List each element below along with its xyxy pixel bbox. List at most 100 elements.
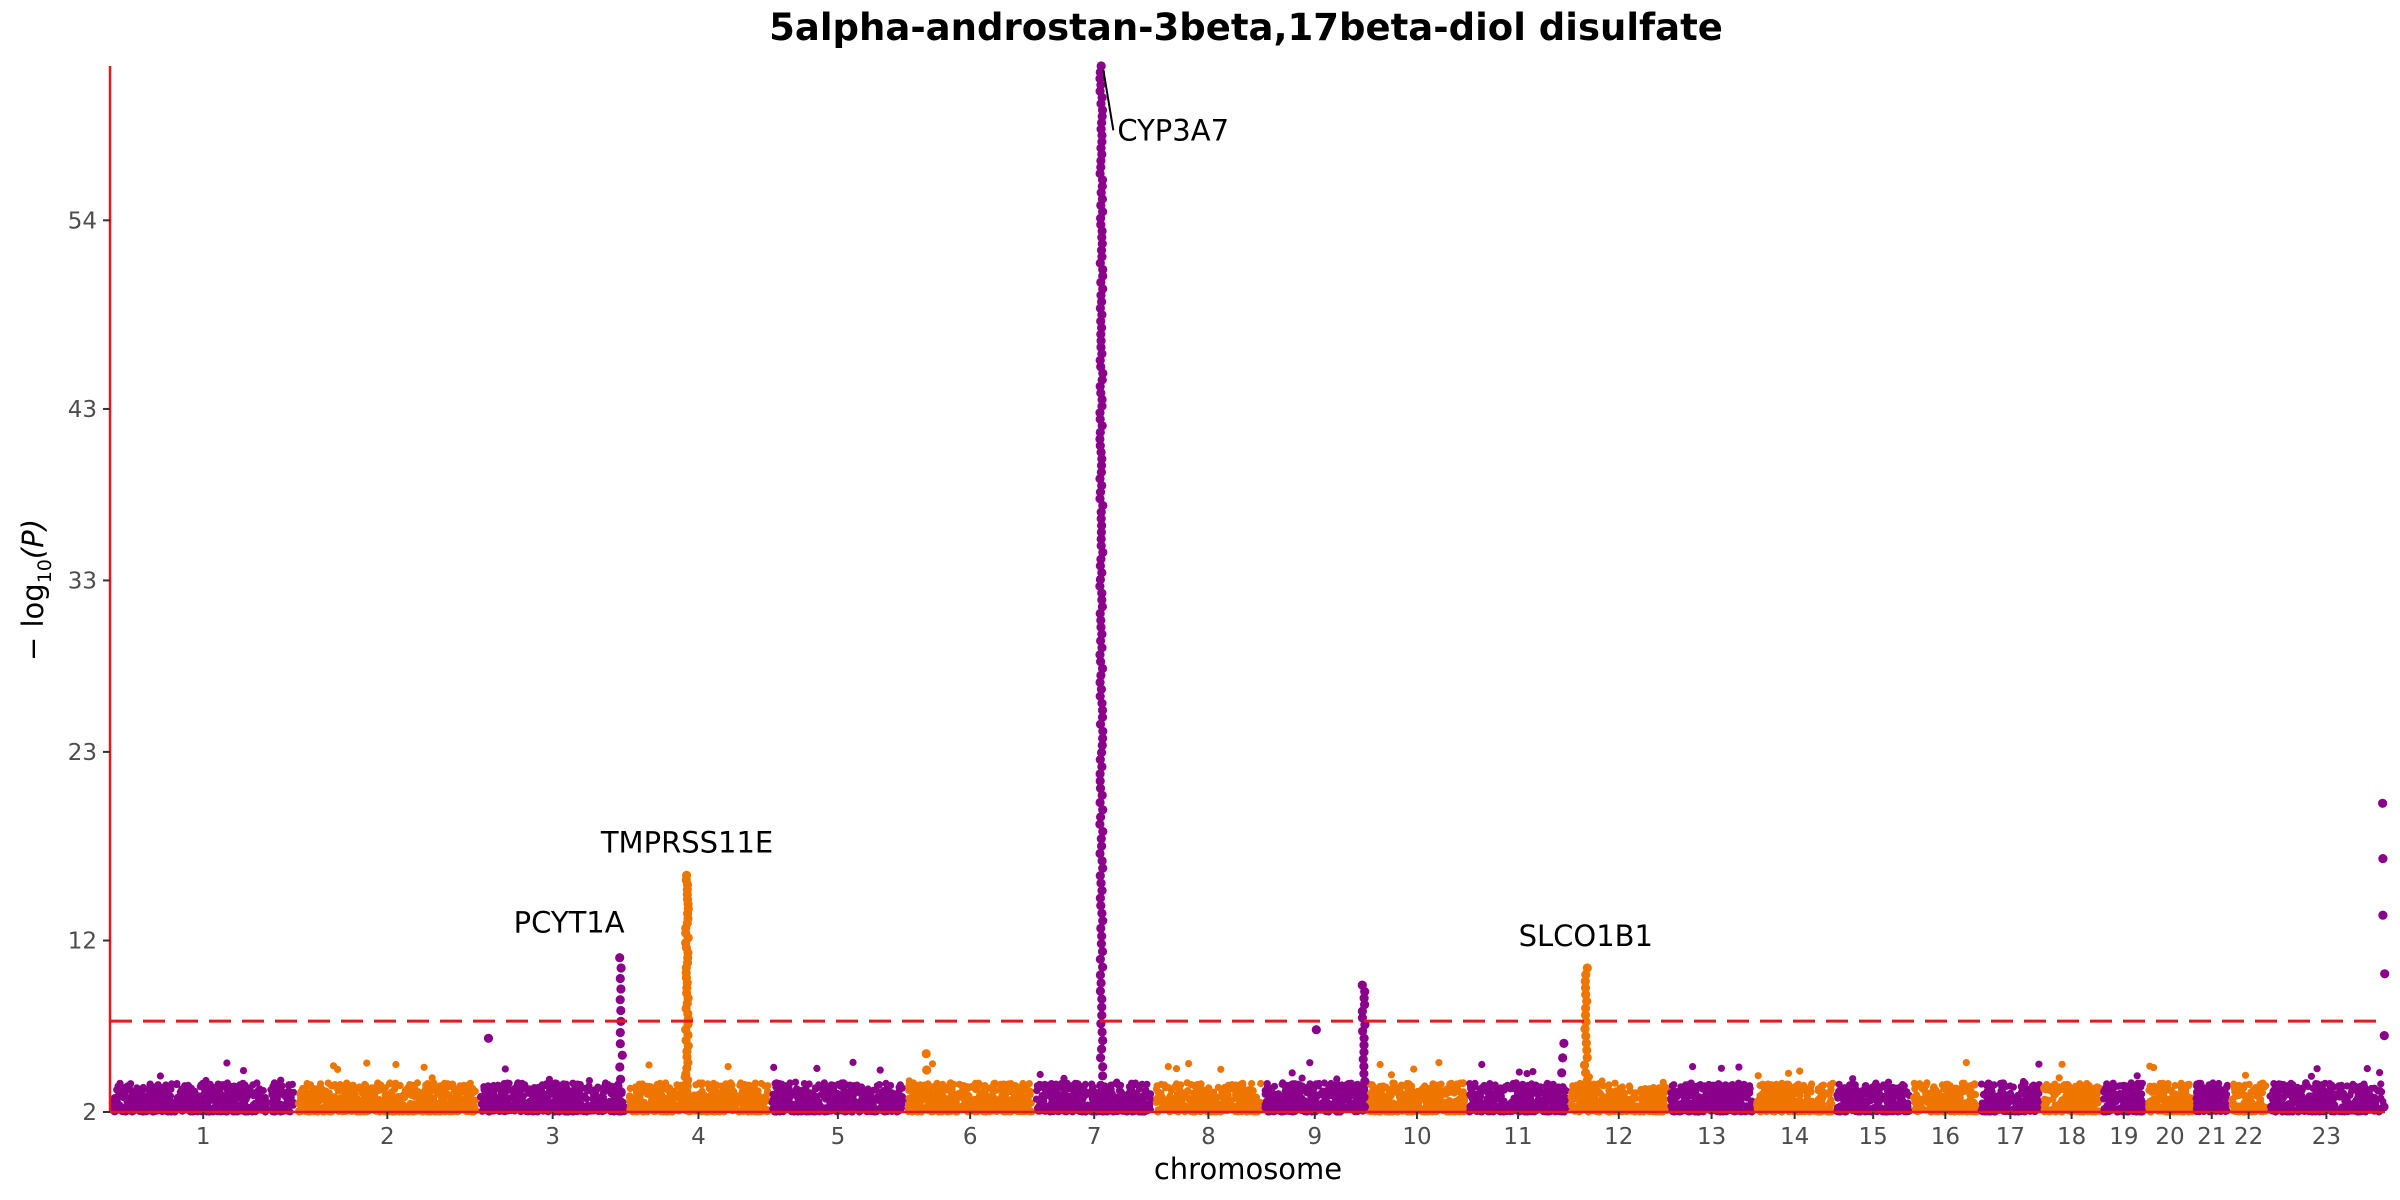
data-point bbox=[756, 1097, 764, 1105]
data-point bbox=[123, 1097, 131, 1106]
data-point bbox=[736, 1081, 744, 1089]
data-point bbox=[296, 1090, 304, 1098]
data-point bbox=[1249, 1087, 1257, 1095]
data-point bbox=[966, 1096, 974, 1104]
data-point bbox=[572, 1104, 580, 1113]
data-point bbox=[1550, 1102, 1558, 1110]
data-point bbox=[168, 1098, 176, 1106]
data-point bbox=[626, 1092, 634, 1100]
data-point bbox=[462, 1098, 470, 1106]
data-point bbox=[392, 1079, 400, 1087]
data-point bbox=[922, 1092, 930, 1100]
data-point bbox=[1006, 1083, 1015, 1091]
data-point bbox=[1170, 1099, 1178, 1107]
data-point bbox=[143, 1094, 151, 1102]
data-point bbox=[1478, 1060, 1486, 1069]
data-point bbox=[1183, 1079, 1191, 1087]
data-point bbox=[1232, 1092, 1240, 1100]
data-point bbox=[905, 1077, 913, 1085]
data-point bbox=[1261, 1090, 1269, 1098]
data-point bbox=[865, 1086, 873, 1094]
data-point bbox=[848, 1098, 856, 1106]
data-point bbox=[277, 1076, 285, 1084]
data-point bbox=[830, 1101, 839, 1109]
data-point bbox=[896, 1081, 904, 1089]
data-point bbox=[504, 1101, 512, 1109]
data-point bbox=[353, 1085, 361, 1093]
data-point bbox=[1122, 1103, 1130, 1112]
data-point bbox=[341, 1088, 350, 1096]
data-point bbox=[158, 1098, 166, 1106]
data-point bbox=[981, 1082, 989, 1090]
data-point bbox=[385, 1080, 393, 1088]
data-point bbox=[180, 1094, 188, 1102]
data-point bbox=[1051, 1082, 1059, 1090]
data-point bbox=[670, 1103, 678, 1111]
data-point bbox=[1628, 1099, 1636, 1107]
data-point bbox=[907, 1083, 916, 1091]
data-point bbox=[156, 1072, 164, 1080]
data-point bbox=[935, 1090, 943, 1099]
data-point bbox=[182, 1100, 190, 1108]
data-point bbox=[596, 1093, 604, 1101]
data-point bbox=[1080, 1084, 1088, 1092]
data-point bbox=[543, 1094, 551, 1102]
data-point bbox=[218, 1099, 226, 1108]
data-point bbox=[773, 1099, 781, 1107]
data-point bbox=[575, 1081, 583, 1089]
data-point bbox=[469, 1088, 478, 1096]
data-point bbox=[525, 1085, 533, 1093]
data-point bbox=[1162, 1103, 1171, 1111]
data-point bbox=[1170, 1083, 1178, 1091]
data-point bbox=[1456, 1079, 1464, 1087]
data-point bbox=[737, 1095, 745, 1103]
data-point bbox=[1298, 1074, 1306, 1082]
data-point bbox=[942, 1083, 950, 1091]
data-point bbox=[1466, 1102, 1474, 1110]
data-point bbox=[358, 1088, 366, 1096]
data-point bbox=[1284, 1104, 1293, 1112]
data-point bbox=[849, 1091, 857, 1099]
data-point bbox=[607, 1090, 615, 1098]
data-point bbox=[1177, 1088, 1185, 1097]
data-point bbox=[1221, 1083, 1229, 1091]
data-point bbox=[370, 1103, 378, 1111]
data-point bbox=[1480, 1087, 1488, 1095]
data-point bbox=[557, 1095, 565, 1104]
data-point bbox=[230, 1097, 238, 1105]
data-point bbox=[529, 1096, 537, 1104]
data-point bbox=[541, 1082, 549, 1090]
data-point bbox=[1349, 1091, 1357, 1099]
data-point bbox=[365, 1085, 373, 1093]
data-point bbox=[329, 1062, 338, 1070]
data-point bbox=[1288, 1069, 1296, 1077]
data-point bbox=[1491, 1083, 1499, 1091]
data-point bbox=[310, 1097, 318, 1105]
data-point bbox=[712, 1100, 721, 1108]
data-point bbox=[387, 1098, 395, 1107]
data-point bbox=[823, 1095, 831, 1103]
data-point bbox=[585, 1077, 594, 1085]
data-point bbox=[746, 1090, 754, 1099]
data-point bbox=[891, 1105, 899, 1113]
data-point bbox=[1239, 1079, 1247, 1087]
data-point bbox=[280, 1092, 288, 1100]
data-point bbox=[1129, 1080, 1137, 1088]
data-point bbox=[328, 1082, 336, 1090]
data-point bbox=[1257, 1079, 1265, 1088]
data-point bbox=[1525, 1093, 1533, 1101]
data-point bbox=[811, 1084, 820, 1092]
data-point bbox=[413, 1079, 421, 1087]
data-point bbox=[1506, 1085, 1515, 1093]
data-point bbox=[166, 1085, 175, 1093]
data-point bbox=[589, 1099, 598, 1107]
data-point bbox=[898, 1093, 907, 1101]
data-point bbox=[1071, 1099, 1079, 1107]
data-point bbox=[216, 1089, 224, 1097]
data-point bbox=[991, 1079, 999, 1087]
data-point bbox=[178, 1085, 186, 1093]
data-point bbox=[868, 1100, 876, 1108]
data-point bbox=[695, 1079, 703, 1087]
data-point bbox=[1306, 1059, 1314, 1067]
data-point bbox=[983, 1094, 992, 1102]
